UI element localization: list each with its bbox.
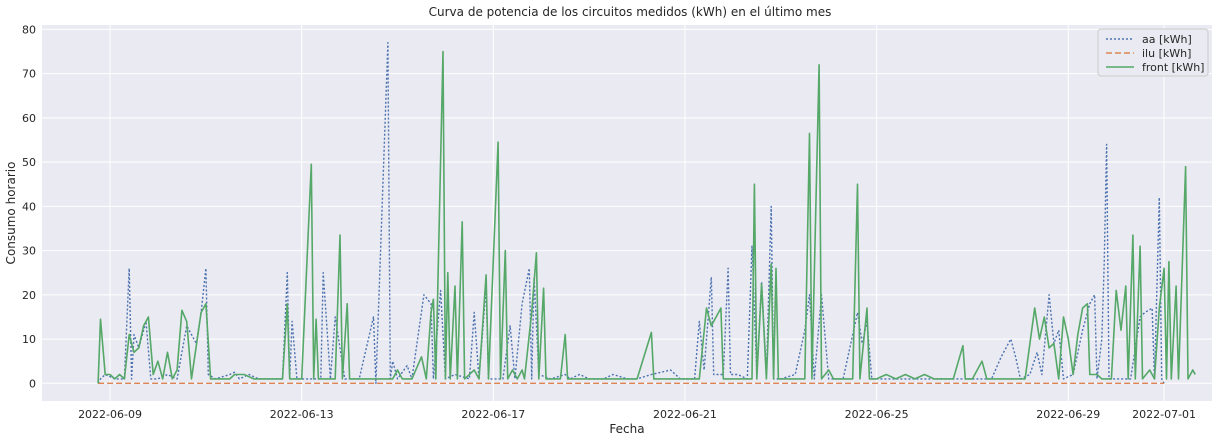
y-tick-label: 80 [22,23,36,36]
legend-entry: ilu [kWh] [1142,47,1191,60]
y-tick-label: 50 [22,156,36,169]
plot-area [42,25,1212,401]
y-tick-label: 20 [22,289,36,302]
x-axis-label: Fecha [609,422,644,436]
legend-entry: front [kWh] [1142,61,1204,74]
x-tick-label: 2022-06-25 [845,408,909,421]
y-tick-label: 60 [22,112,36,125]
x-tick-label: 2022-06-29 [1036,408,1100,421]
legend-entry: aa [kWh] [1142,33,1192,46]
legend: aa [kWh]ilu [kWh]front [kWh] [1097,28,1209,77]
y-tick-label: 40 [22,200,36,213]
x-tick-label: 2022-06-17 [461,408,525,421]
x-tick-label: 2022-06-09 [78,408,142,421]
y-tick-label: 70 [22,68,36,81]
grid-lines [42,25,1212,401]
series-layer [97,42,1196,384]
series-line-front [97,50,1196,384]
x-tick-label: 2022-06-13 [270,408,334,421]
chart-title: Curva de potencia de los circuitos medid… [429,5,832,19]
y-tick-labels: 0 10 20 30 40 50 60 70 80 [22,23,36,390]
y-tick-label: 30 [22,245,36,258]
x-tick-label: 2022-06-21 [653,408,717,421]
y-tick-label: 0 [29,377,36,390]
y-axis-label: Consumo horario [4,162,18,265]
x-tick-label: 2022-07-01 [1132,408,1196,421]
y-tick-label: 10 [22,333,36,346]
legend-box [1097,28,1209,77]
x-tick-labels: 2022-06-09 2022-06-13 2022-06-17 2022-06-21… [78,408,1196,421]
